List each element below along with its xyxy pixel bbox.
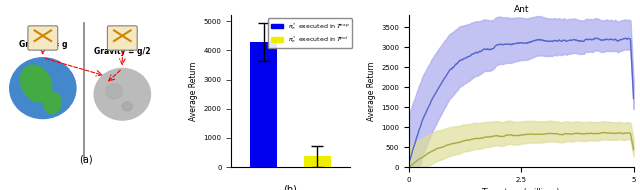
Y-axis label: Average Return: Average Return <box>189 62 198 121</box>
Circle shape <box>10 58 76 119</box>
Circle shape <box>122 102 132 111</box>
Circle shape <box>106 84 122 99</box>
Bar <box>304 156 331 167</box>
Legend: $\pi_e^*$ executed in $\mathcal{T}^{exp}$, $\pi_e^*$ executed in $\mathcal{T}^{p: $\pi_e^*$ executed in $\mathcal{T}^{exp}… <box>268 18 353 48</box>
Text: (a): (a) <box>79 154 93 164</box>
Circle shape <box>94 68 150 120</box>
Text: Gravity = g: Gravity = g <box>19 40 67 49</box>
Ellipse shape <box>44 93 61 114</box>
Bar <box>250 41 277 167</box>
Y-axis label: Average Return: Average Return <box>367 62 376 121</box>
Ellipse shape <box>20 65 52 102</box>
X-axis label: Timesteps (millions): Timesteps (millions) <box>483 188 560 190</box>
FancyBboxPatch shape <box>108 26 137 50</box>
Text: Gravity = g/2: Gravity = g/2 <box>94 47 150 56</box>
FancyBboxPatch shape <box>28 26 58 50</box>
Title: Ant: Ant <box>513 6 529 14</box>
Text: (b): (b) <box>284 184 298 190</box>
